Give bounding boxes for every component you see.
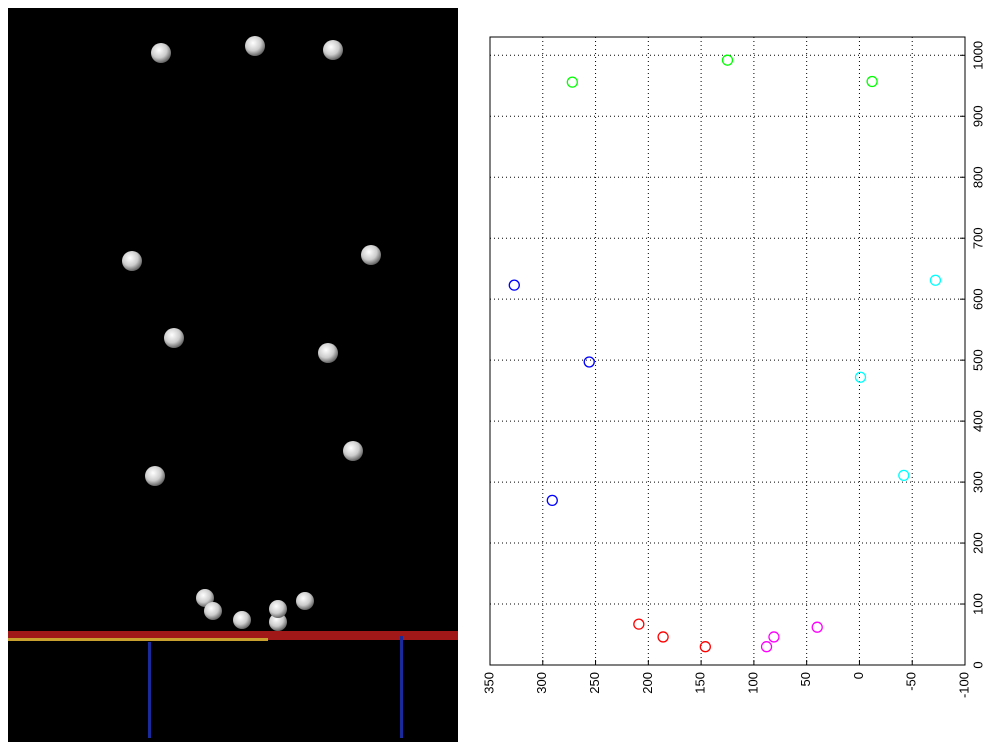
camera-image bbox=[8, 8, 458, 742]
x-tick-label: 0 bbox=[851, 672, 866, 679]
x-tick-label: 50 bbox=[798, 672, 813, 686]
point bbox=[768, 631, 780, 643]
x-tick-label: 100 bbox=[745, 672, 760, 694]
floor-edge bbox=[8, 631, 458, 640]
point bbox=[657, 631, 669, 643]
y-tick-label: 500 bbox=[970, 349, 985, 371]
x-tick-label: 150 bbox=[693, 672, 708, 694]
point bbox=[699, 641, 711, 653]
y-tick-label: 400 bbox=[970, 410, 985, 432]
y-tick-label: 700 bbox=[970, 227, 985, 249]
plot-frame bbox=[489, 36, 966, 666]
x-tick-label: 350 bbox=[481, 672, 496, 694]
markers bbox=[122, 36, 381, 631]
point bbox=[546, 494, 558, 507]
y-tick-label: 1000 bbox=[970, 41, 985, 70]
y-tick-label: 800 bbox=[970, 166, 985, 188]
point bbox=[898, 469, 910, 482]
y-tick-label: 300 bbox=[970, 471, 985, 493]
image-background bbox=[8, 8, 458, 742]
leg bbox=[400, 636, 403, 738]
point bbox=[854, 371, 867, 383]
y-tick-label: 100 bbox=[970, 593, 985, 615]
point bbox=[566, 76, 578, 88]
point bbox=[811, 621, 823, 633]
y-tick-label: 0 bbox=[970, 661, 985, 668]
y-tick-label: 200 bbox=[970, 532, 985, 554]
x-tick-label: 250 bbox=[587, 672, 602, 694]
x-tick-label: 300 bbox=[534, 672, 549, 694]
point bbox=[866, 75, 878, 88]
floor-strip bbox=[8, 638, 268, 641]
leg bbox=[148, 642, 151, 738]
point bbox=[929, 274, 942, 286]
point bbox=[721, 54, 734, 66]
y-tick-label: 900 bbox=[970, 105, 985, 127]
point bbox=[760, 641, 773, 653]
point bbox=[583, 356, 595, 368]
x-tick-label: -100 bbox=[956, 672, 971, 698]
x-tick-label: 200 bbox=[640, 672, 655, 694]
y-tick-label: 600 bbox=[970, 288, 985, 310]
x-tick-label: -50 bbox=[904, 672, 919, 691]
point bbox=[633, 618, 645, 630]
point bbox=[508, 279, 520, 291]
plot-border bbox=[489, 36, 966, 666]
